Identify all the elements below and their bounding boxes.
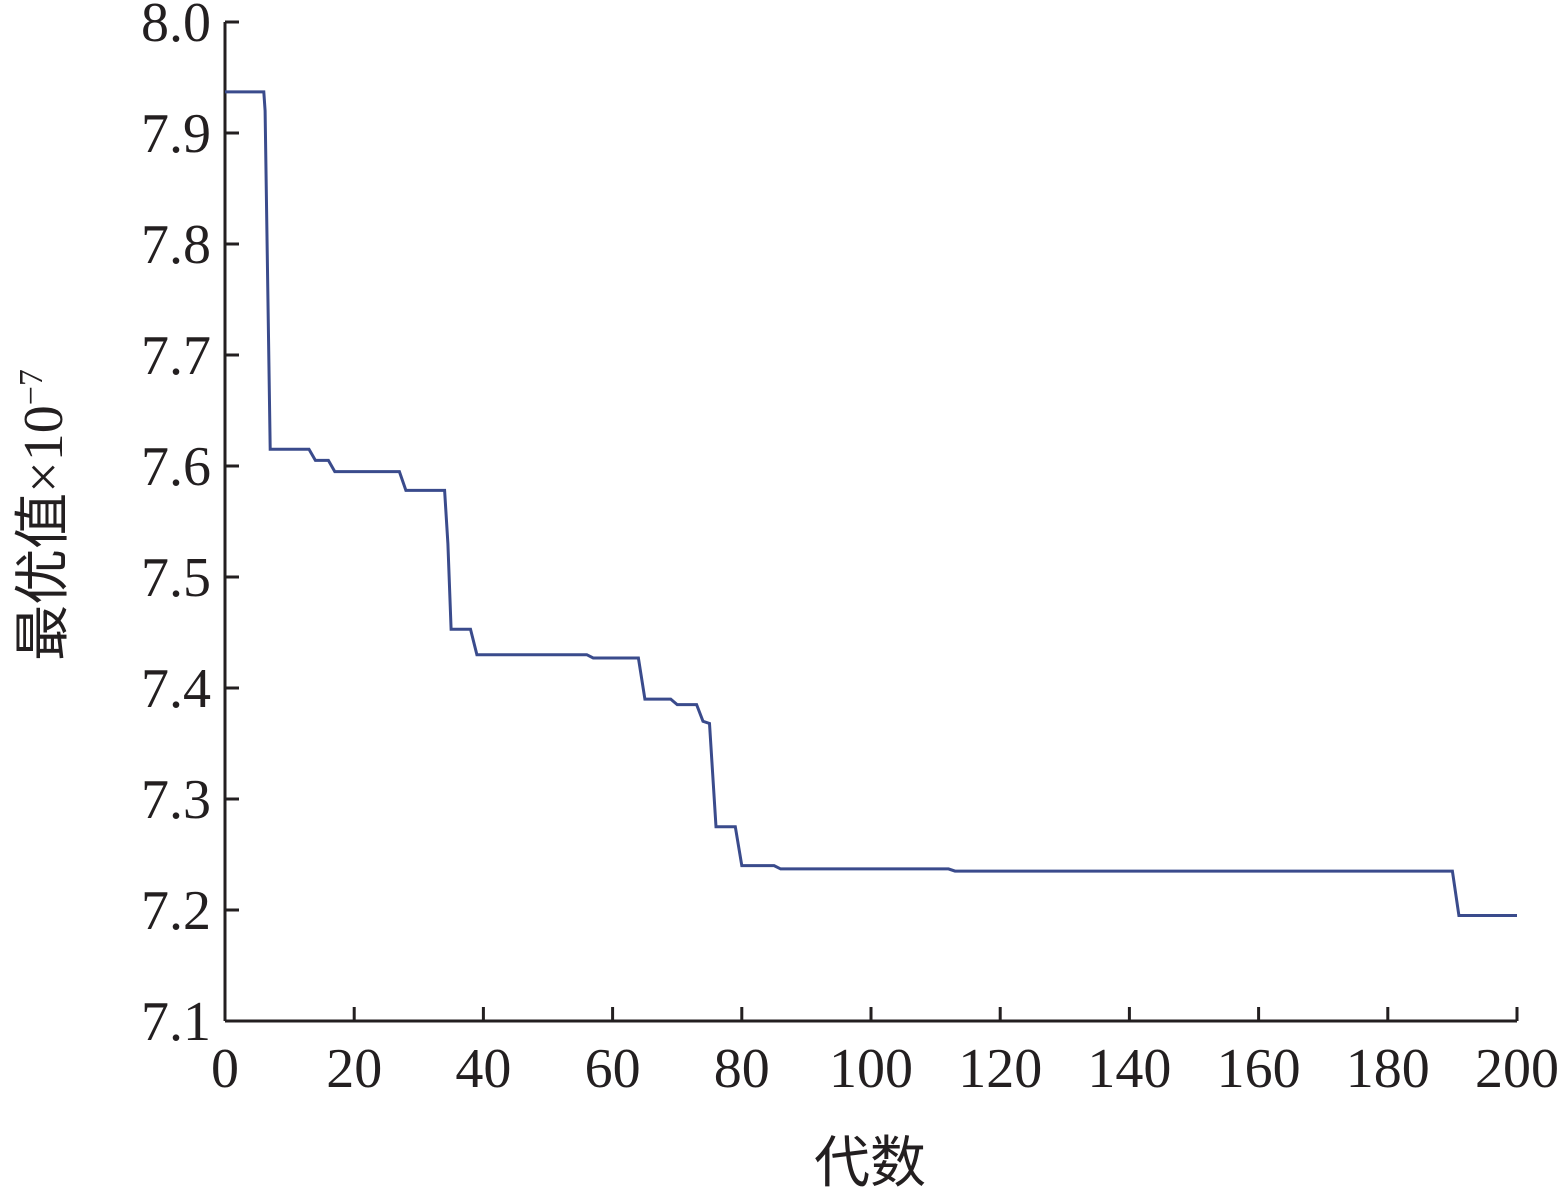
y-tick-label: 7.5 — [141, 547, 211, 609]
y-tick-label: 7.8 — [141, 214, 211, 276]
y-tick-label: 7.3 — [141, 769, 211, 831]
x-axis-title: 代数 — [814, 1133, 926, 1195]
x-tick-group: 0 20 40 60 80 100 120 140 160 180 200 — [211, 1007, 1559, 1100]
y-tick-label: 8.0 — [141, 0, 211, 54]
y-axis-title-exponent: −7 — [13, 369, 50, 405]
x-tick-label: 20 — [326, 1038, 382, 1100]
y-tick-label: 7.1 — [141, 991, 211, 1053]
x-tick-label: 200 — [1475, 1038, 1559, 1100]
x-tick-label: 140 — [1087, 1038, 1171, 1100]
series-layer — [225, 90, 1517, 917]
y-tick-label: 7.2 — [141, 880, 211, 942]
y-axis-title-text: 最优值×10 — [13, 405, 75, 661]
x-tick-label: 60 — [585, 1038, 641, 1100]
y-axis-title: 最优值×10−7 — [13, 369, 75, 661]
y-tick-label: 7.9 — [141, 103, 211, 165]
y-tick-label: 7.7 — [141, 325, 211, 387]
x-tick-label: 80 — [714, 1038, 770, 1100]
x-tick-label: 160 — [1217, 1038, 1301, 1100]
x-tick-label: 100 — [829, 1038, 913, 1100]
y-tick-group: 7.1 7.2 7.3 7.4 7.5 7.6 7.7 7.8 7.9 8.0 — [141, 0, 239, 1053]
y-tick-label: 7.6 — [141, 436, 211, 498]
x-tick-label: 0 — [211, 1038, 239, 1100]
series-line-1 — [225, 90, 1517, 917]
y-axis-title-group: 最优值×10−7 — [13, 369, 75, 661]
x-tick-label: 40 — [455, 1038, 511, 1100]
x-tick-label: 120 — [958, 1038, 1042, 1100]
y-tick-label: 7.4 — [141, 658, 211, 720]
x-tick-label: 180 — [1346, 1038, 1430, 1100]
